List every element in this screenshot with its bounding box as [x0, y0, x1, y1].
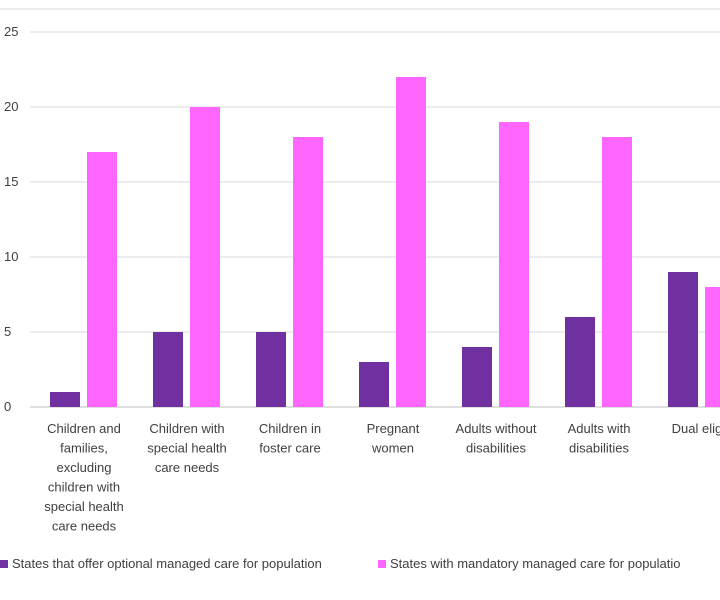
y-tick-label: 0 — [4, 399, 11, 414]
bar-mandatory — [87, 152, 117, 407]
x-category-label: Adults without disabilities — [456, 421, 537, 456]
bar-optional — [50, 392, 80, 407]
x-category-label: Adults with disabilities — [568, 421, 631, 456]
bar-optional — [153, 332, 183, 407]
bars — [50, 77, 720, 407]
bar-mandatory — [396, 77, 426, 407]
x-category-label: Pregnant women — [367, 421, 420, 456]
y-tick-label: 10 — [4, 249, 18, 264]
bar-optional — [256, 332, 286, 407]
bar-optional — [359, 362, 389, 407]
bar-mandatory — [705, 287, 720, 407]
legend-item-optional: States that offer optional managed care … — [0, 556, 322, 571]
bar-mandatory — [602, 137, 632, 407]
bar-mandatory — [293, 137, 323, 407]
y-tick-label: 20 — [4, 99, 18, 114]
y-tick-label: 25 — [4, 24, 18, 39]
bar-mandatory — [499, 122, 529, 407]
legend-item-mandatory: States with mandatory managed care for p… — [378, 556, 681, 571]
bar-mandatory — [190, 107, 220, 407]
x-category-label: Dual eligib — [672, 421, 720, 436]
x-category-label: Children in foster care — [259, 421, 321, 456]
legend-swatch-mandatory — [378, 559, 386, 568]
legend-label-mandatory: States with mandatory managed care for p… — [390, 556, 681, 571]
y-axis-tick-labels: 0 5 10 15 20 25 — [4, 24, 18, 414]
legend-swatch-optional — [0, 559, 8, 568]
gridlines — [0, 8, 720, 408]
x-axis-category-labels: Children and families, excluding children w… — [44, 421, 720, 534]
y-tick-label: 5 — [4, 324, 11, 339]
x-category-label: Children and families, excluding children w… — [44, 421, 124, 534]
bar-optional — [462, 347, 492, 407]
x-category-label: Children with special health care needs — [147, 421, 227, 475]
y-tick-label: 15 — [4, 174, 18, 189]
bar-optional — [668, 272, 698, 407]
bar-optional — [565, 317, 595, 407]
legend-label-optional: States that offer optional managed care … — [12, 556, 322, 571]
